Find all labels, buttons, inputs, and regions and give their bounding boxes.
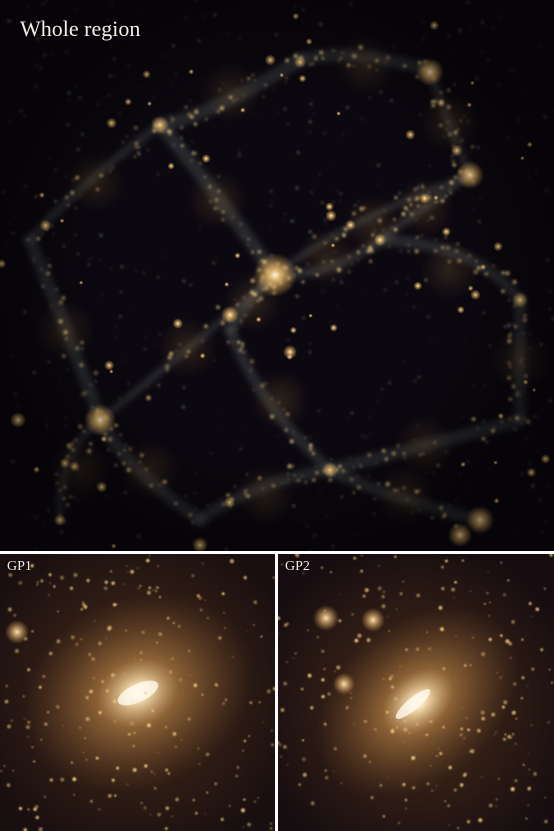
gp1-simulation-image <box>0 554 275 831</box>
gp1-panel: GP1 <box>0 554 275 831</box>
gp1-label: GP1 <box>7 559 32 574</box>
gp2-label: GP2 <box>285 559 310 574</box>
whole-region-label: Whole region <box>20 16 141 41</box>
whole-region-simulation-image <box>0 0 554 551</box>
gp2-panel: GP2 <box>278 554 554 831</box>
whole-region-panel: Whole region <box>0 0 554 551</box>
gp2-simulation-image <box>278 554 554 831</box>
